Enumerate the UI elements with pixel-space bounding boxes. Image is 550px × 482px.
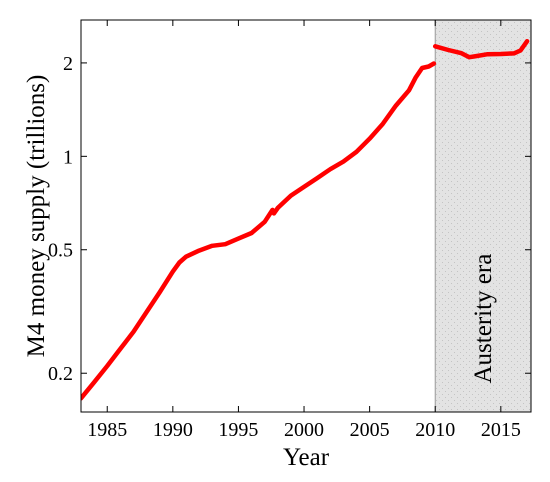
x-tick-label: 1990 (153, 419, 193, 441)
y-tick-label: 0.2 (48, 363, 73, 385)
series-lines (81, 38, 530, 401)
series-line (81, 61, 437, 401)
plot-frame (80, 19, 532, 413)
y-tick-label: 0.5 (48, 240, 73, 262)
series-line (432, 38, 530, 60)
x-axis-title: Year (283, 444, 330, 471)
x-tick-label: 1985 (87, 419, 127, 441)
y-tick-label: 2 (63, 53, 73, 75)
shaded-region-texture (435, 20, 531, 412)
y-axis-ticks: 0.2 0.5 1 2 (48, 53, 531, 385)
x-tick-label: 2015 (481, 419, 521, 441)
y-tick-label: 1 (63, 146, 73, 168)
x-tick-label: 1995 (218, 419, 258, 441)
shaded-region-label: Austerity era (470, 254, 497, 384)
x-tick-label: 2005 (350, 419, 390, 441)
x-tick-label: 2000 (284, 419, 324, 441)
x-tick-label: 2010 (415, 419, 455, 441)
shaded-regions: Austerity era (434, 20, 531, 412)
x-axis-ticks: 1985 1990 1995 2000 2005 2010 2015 (87, 20, 521, 441)
y-axis-title: M4 money supply (trillions) (23, 75, 50, 358)
